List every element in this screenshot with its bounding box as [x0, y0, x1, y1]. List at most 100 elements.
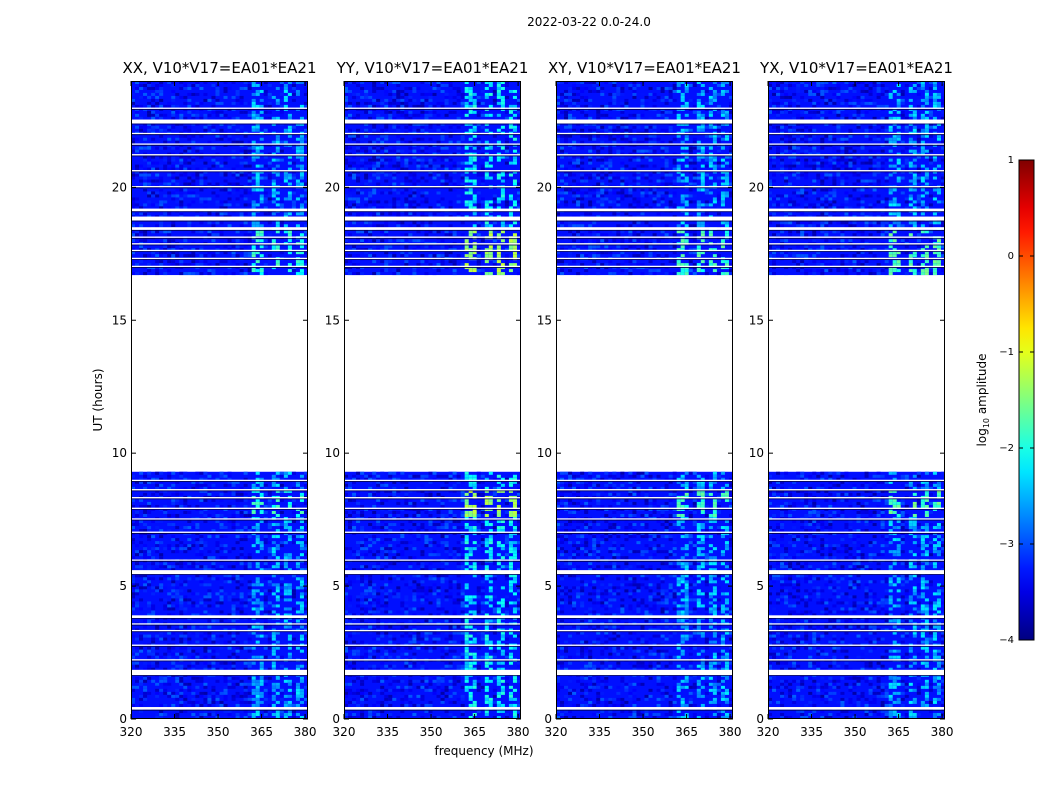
x-tick-label: 320: [120, 725, 143, 739]
flagged-band: [556, 507, 733, 509]
x-tick-label: 350: [632, 725, 655, 739]
x-tick-label: 335: [376, 725, 399, 739]
flagged-band: [344, 531, 521, 533]
flagged-band: [344, 623, 521, 625]
panel-title: XX, V10*V17=EA01*EA21: [122, 59, 316, 77]
flagged-band: [344, 236, 521, 238]
flagged-band: [768, 559, 945, 561]
y-tick-label: 5: [544, 579, 552, 593]
flagged-band: [344, 186, 521, 188]
flagged-band: [131, 243, 308, 245]
y-axis-label: UT (hours): [91, 368, 105, 431]
y-tick-label: 20: [112, 180, 127, 194]
y-tick-label: 5: [756, 579, 764, 593]
x-tick-label: 380: [294, 725, 317, 739]
flagged-band: [768, 489, 945, 491]
flagged-band: [768, 518, 945, 520]
x-tick-label: 350: [420, 725, 443, 739]
flagged-band: [768, 216, 945, 221]
flagged-band: [131, 507, 308, 509]
flagged-band: [344, 669, 521, 676]
figure-suptitle: 2022-03-22 0.0-24.0: [527, 15, 651, 29]
x-tick-label: 365: [675, 725, 698, 739]
flagged-band: [344, 143, 521, 145]
flagged-band: [344, 154, 521, 156]
flagged-band: [768, 707, 945, 710]
panel-title: YY, V10*V17=EA01*EA21: [336, 59, 529, 77]
flagged-band: [131, 265, 308, 268]
flagged-band: [344, 707, 521, 710]
flagged-band: [768, 257, 945, 260]
flagged-band: [556, 216, 733, 221]
panel: XY, V10*V17=EA01*EA21 320 335 350 365 380 0 5 10…: [537, 59, 742, 739]
y-tick-label: 0: [756, 712, 764, 726]
flagged-band: [556, 236, 733, 238]
y-tick-label: 10: [537, 446, 552, 460]
flagged-band: [556, 119, 733, 124]
flagged-band: [556, 154, 733, 156]
flagged-band: [344, 507, 521, 509]
flagged-band: [768, 186, 945, 188]
panel: YY, V10*V17=EA01*EA21 320 335 350 365 380 0 5 10…: [325, 59, 530, 739]
flagged-band: [768, 629, 945, 632]
flagged-band: [768, 227, 945, 230]
panels: XX, V10*V17=EA01*EA21 320 335 350 365 380 0 5 10…: [112, 59, 954, 739]
flagged-band: [131, 143, 308, 145]
flagged-band: [131, 623, 308, 625]
flagged-band: [131, 170, 308, 172]
flagged-band: [131, 154, 308, 156]
x-tick-label: 380: [719, 725, 742, 739]
flagged-band: [131, 249, 308, 252]
flagged-band: [131, 531, 308, 533]
x-tick-label: 320: [757, 725, 780, 739]
x-tick-label: 380: [931, 725, 954, 739]
flagged-band: [131, 119, 308, 124]
flagged-band: [556, 559, 733, 561]
flagged-band: [768, 243, 945, 245]
flagged-band: [131, 615, 308, 618]
flagged-band: [344, 518, 521, 520]
flagged-band: [344, 559, 521, 561]
y-tick-label: 10: [112, 446, 127, 460]
y-tick-label: 10: [325, 446, 340, 460]
y-tick-label: 15: [325, 313, 340, 327]
flagged-band: [131, 186, 308, 188]
flagged-band: [768, 497, 945, 499]
flagged-band: [556, 669, 733, 676]
panel-frame: [344, 81, 521, 719]
flagged-band: [344, 570, 521, 575]
flagged-band: [556, 208, 733, 212]
x-tick-label: 350: [844, 725, 867, 739]
flagged-band: [768, 659, 945, 661]
flagged-band: [556, 615, 733, 618]
flagged-band: [131, 659, 308, 661]
y-tick-label: 15: [537, 313, 552, 327]
flagged-band: [344, 659, 521, 661]
flagged-band: [344, 489, 521, 491]
flagged-band: [768, 644, 945, 646]
y-tick-label: 0: [119, 712, 127, 726]
colorbar-label: log10 amplitude: [975, 354, 991, 447]
flagged-band: [131, 570, 308, 575]
flagged-band: [131, 497, 308, 499]
x-tick-label: 335: [163, 725, 186, 739]
flagged-band: [768, 570, 945, 575]
flagged-band: [344, 227, 521, 230]
flagged-band: [768, 132, 945, 135]
x-tick-label: 320: [333, 725, 356, 739]
flagged-band: [556, 249, 733, 252]
flagged-band: [768, 531, 945, 533]
flagged-band: [344, 644, 521, 646]
flagged-band: [556, 644, 733, 646]
flagged-band: [768, 623, 945, 625]
flagged-band: [344, 243, 521, 245]
flagged-band: [556, 479, 733, 482]
y-tick-label: 15: [112, 313, 127, 327]
x-tick-label: 335: [800, 725, 823, 739]
flagged-band: [131, 236, 308, 238]
flagged-band: [768, 170, 945, 172]
flagged-band: [556, 570, 733, 575]
flagged-band: [768, 119, 945, 124]
flagged-band: [344, 170, 521, 172]
flagged-band: [131, 669, 308, 676]
